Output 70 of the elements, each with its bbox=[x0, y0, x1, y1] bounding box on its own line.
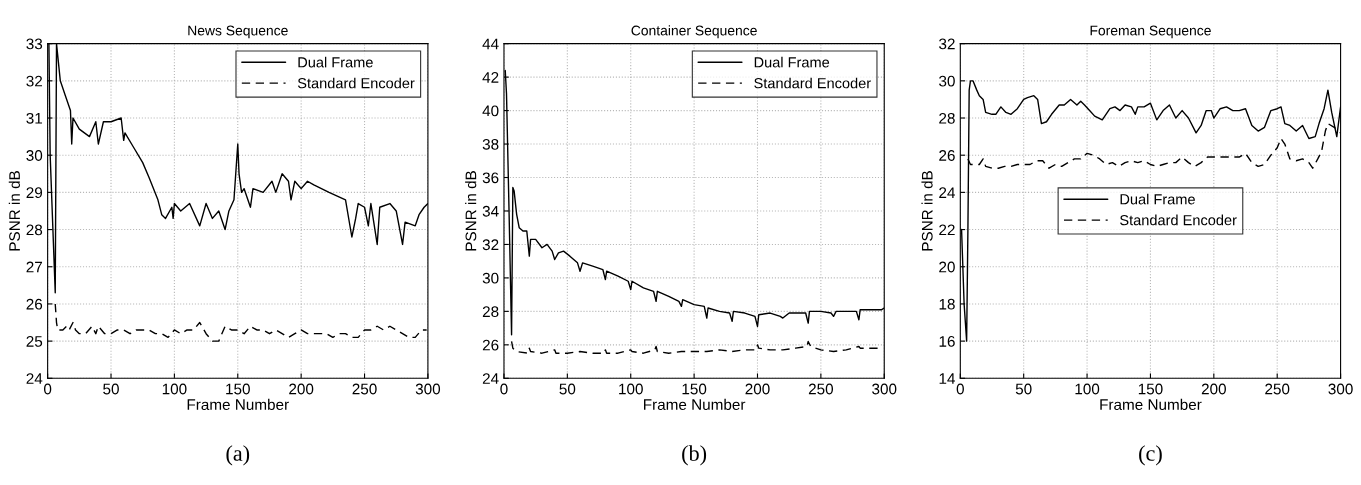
x-tick-label: 50 bbox=[103, 383, 119, 395]
text: (b) bbox=[682, 445, 707, 466]
y-tick-label: 26 bbox=[26, 298, 43, 310]
y-tick-label: 26 bbox=[482, 339, 499, 351]
legend-label: Dual Frame bbox=[298, 56, 373, 68]
y-tick-label: 32 bbox=[26, 75, 43, 87]
legend-label: Standard Encoder bbox=[1120, 214, 1237, 226]
x-tick-label: 100 bbox=[1075, 383, 1100, 395]
x-tick-label: 300 bbox=[1328, 383, 1353, 395]
y-tick-label: 22 bbox=[939, 224, 955, 236]
legend-label: Dual Frame bbox=[754, 56, 830, 68]
x-tick-label: 300 bbox=[872, 383, 897, 395]
x-axis-title: Frame Number bbox=[644, 398, 746, 411]
x-tick-label: 150 bbox=[1138, 383, 1163, 395]
y-tick-label: 29 bbox=[26, 187, 43, 199]
x-tick-label: 200 bbox=[1201, 383, 1226, 395]
y-tick-label: 24 bbox=[482, 373, 499, 384]
y-tick-label: 31 bbox=[26, 112, 43, 124]
x-tick-label: 250 bbox=[352, 383, 377, 395]
y-tick-label: 25 bbox=[26, 335, 43, 347]
y-tick-label: 32 bbox=[939, 38, 955, 50]
y-tick-label: 30 bbox=[26, 150, 43, 161]
x-axis-title: Frame Number bbox=[187, 398, 289, 411]
legend-label: Dual Frame bbox=[1120, 193, 1195, 205]
x-tick-label: 200 bbox=[745, 383, 770, 395]
y-tick-label: 27 bbox=[26, 261, 43, 273]
y-tick-label: 30 bbox=[482, 272, 499, 284]
y-tick-label: 40 bbox=[482, 105, 499, 117]
x-tick-label: 0 bbox=[956, 383, 964, 395]
x-tick-label: 250 bbox=[808, 383, 834, 395]
y-tick-label: 33 bbox=[26, 38, 43, 50]
y-tick-label: 26 bbox=[939, 150, 955, 161]
y-tick-label: 14 bbox=[939, 373, 955, 384]
x-tick-label: 300 bbox=[415, 383, 441, 395]
y-axis-title: PSNR in dB bbox=[8, 171, 20, 251]
y-tick-label: 44 bbox=[482, 38, 499, 50]
y-axis-title: PSNR in dB bbox=[465, 171, 477, 251]
text: (c) bbox=[1139, 445, 1162, 466]
x-tick-label: 150 bbox=[682, 383, 707, 395]
y-tick-label: 38 bbox=[482, 138, 499, 150]
y-tick-label: 24 bbox=[26, 373, 43, 384]
x-tick-label: 200 bbox=[289, 383, 314, 395]
y-tick-label: 28 bbox=[939, 112, 955, 124]
y-tick-label: 18 bbox=[939, 298, 955, 310]
y-tick-label: 16 bbox=[939, 335, 955, 347]
text: (a) bbox=[226, 445, 250, 466]
y-tick-label: 34 bbox=[482, 205, 499, 217]
y-axis-title: PSNR in dB bbox=[921, 171, 933, 251]
y-tick-label: 28 bbox=[482, 306, 499, 318]
legend-label: Standard Encoder bbox=[754, 77, 871, 89]
chart-title: Container Sequence bbox=[631, 25, 757, 39]
x-axis-title: Frame Number bbox=[1100, 398, 1202, 411]
x-tick-label: 50 bbox=[559, 383, 576, 395]
chart-title: Foreman Sequence bbox=[1090, 25, 1211, 39]
y-tick-label: 32 bbox=[482, 239, 499, 251]
y-tick-label: 24 bbox=[939, 187, 955, 198]
x-tick-label: 100 bbox=[162, 383, 187, 395]
x-tick-label: 0 bbox=[43, 383, 52, 395]
x-tick-label: 250 bbox=[1265, 383, 1290, 395]
legend-label: Standard Encoder bbox=[297, 77, 415, 89]
y-tick-label: 20 bbox=[939, 261, 955, 273]
y-tick-label: 36 bbox=[482, 172, 499, 184]
y-tick-label: 28 bbox=[26, 224, 43, 236]
x-tick-label: 100 bbox=[619, 383, 643, 395]
x-tick-label: 0 bbox=[500, 383, 508, 395]
y-tick-label: 42 bbox=[482, 71, 499, 83]
chart-title: News Sequence bbox=[188, 25, 288, 39]
x-tick-label: 150 bbox=[226, 383, 250, 395]
y-tick-label: 30 bbox=[939, 75, 955, 87]
x-tick-label: 50 bbox=[1015, 383, 1032, 395]
